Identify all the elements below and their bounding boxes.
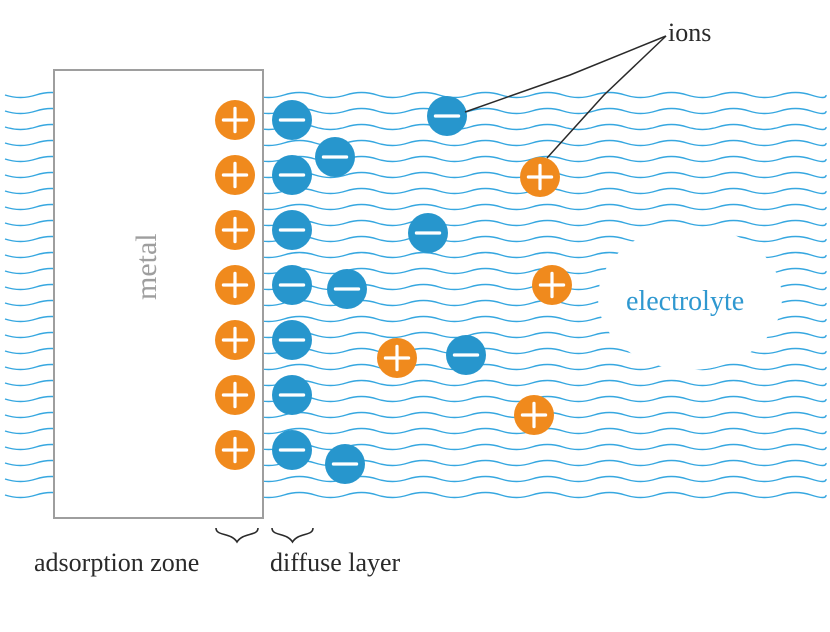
ion-diffuse-6: [520, 157, 560, 197]
ion-neg-col-6: [272, 430, 312, 470]
brace-adsorption: [216, 528, 258, 542]
label-diffuse: diffuse layer: [270, 548, 400, 578]
label-ions: ions: [668, 18, 711, 48]
ion-pos-col-6: [215, 430, 255, 470]
ion-pos-col-2: [215, 210, 255, 250]
ion-pos-col-3: [215, 265, 255, 305]
ion-diffuse-5: [325, 444, 365, 484]
ion-pos-col-4: [215, 320, 255, 360]
ion-neg-col-3: [272, 265, 312, 305]
ion-diffuse-8: [377, 338, 417, 378]
ion-diffuse-9: [514, 395, 554, 435]
ion-neg-col-5: [272, 375, 312, 415]
ion-pos-col-0: [215, 100, 255, 140]
leader-ions-0: [465, 36, 666, 112]
ion-diffuse-3: [327, 269, 367, 309]
ion-neg-col-1: [272, 155, 312, 195]
label-electrolyte: electrolyte: [626, 286, 744, 318]
ion-diffuse-2: [408, 213, 448, 253]
ion-pos-col-1: [215, 155, 255, 195]
ion-neg-col-2: [272, 210, 312, 250]
ion-diffuse-4: [446, 335, 486, 375]
ion-diffuse-0: [315, 137, 355, 177]
ion-neg-col-0: [272, 100, 312, 140]
label-metal: metal: [130, 233, 164, 300]
ion-diffuse-7: [532, 265, 572, 305]
brace-diffuse: [272, 528, 313, 542]
ion-pos-col-5: [215, 375, 255, 415]
label-adsorption: adsorption zone: [34, 548, 199, 578]
ion-neg-col-4: [272, 320, 312, 360]
ion-diffuse-1: [427, 96, 467, 136]
